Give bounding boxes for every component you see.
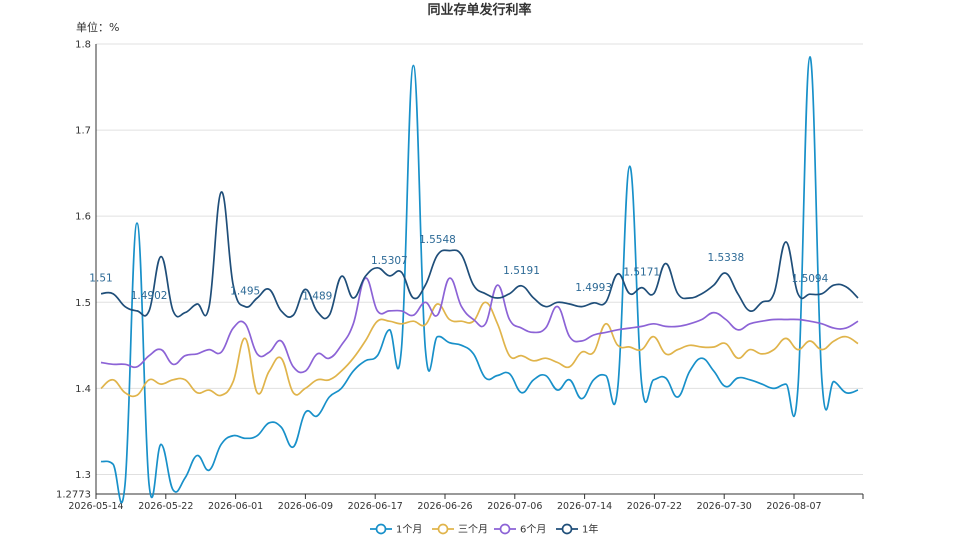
y-axis-ticks: 1.8 1.7 1.6 1.5 1.4 1.3 1.2773	[56, 40, 91, 501]
legend-label: 6个月	[520, 524, 546, 536]
legend-label: 三个月	[458, 524, 488, 536]
y-tick-label: 1.3	[75, 470, 91, 481]
x-tick-label: 2026-06-09	[278, 501, 333, 512]
legend-item-2[interactable]: 6个月	[494, 524, 546, 536]
x-tick-label: 2026-06-17	[348, 501, 403, 512]
data-label: 1.5548	[419, 234, 456, 246]
legend-marker-icon	[437, 523, 449, 535]
data-label: 1.5338	[707, 252, 744, 264]
data-label: 1.4993	[575, 282, 612, 294]
x-tick-label: 2026-06-01	[208, 501, 263, 512]
x-tick-label: 2026-07-14	[557, 501, 612, 512]
series-lines	[100, 56, 859, 504]
data-labels: 1.51 1.4902 1.495 1.489 1.5307 1.5548 1.5191 1.…	[89, 234, 828, 303]
legend-marker-icon	[499, 523, 511, 535]
y-tick-label: 1.5	[75, 298, 91, 309]
series-line-3[interactable]	[100, 191, 859, 320]
legend-item-0[interactable]: 1个月	[370, 524, 422, 536]
data-label: 1.5171	[623, 267, 660, 279]
data-label: 1.495	[230, 286, 260, 298]
legend[interactable]: 1个月 三个月 6个月 1年	[370, 523, 598, 536]
data-label: 1.51	[89, 273, 112, 285]
x-tick-label: 2026-07-06	[487, 501, 542, 512]
series-line-1[interactable]	[100, 301, 859, 398]
series-line-0[interactable]	[100, 56, 859, 504]
y-tick-label: 1.8	[75, 40, 91, 51]
data-label: 1.4902	[131, 290, 168, 302]
axes	[95, 44, 863, 495]
x-tick-label: 2026-08-07	[766, 501, 821, 512]
data-label: 1.5307	[371, 255, 408, 267]
grid-lines	[96, 43, 863, 495]
legend-marker-icon	[561, 523, 573, 535]
legend-marker-icon	[375, 523, 387, 535]
y-tick-label: 1.6	[75, 212, 91, 223]
y-tick-label: 1.2773	[56, 490, 91, 501]
legend-item-1[interactable]: 三个月	[432, 524, 488, 536]
y-tick-label: 1.4	[75, 384, 91, 395]
data-label: 1.5094	[792, 273, 829, 285]
series-line-2[interactable]	[100, 277, 859, 374]
x-tick-label: 2026-05-22	[138, 501, 193, 512]
data-label: 1.489	[302, 291, 332, 303]
y-tick-label: 1.7	[75, 126, 91, 137]
legend-item-3[interactable]: 1年	[556, 523, 598, 536]
legend-label: 1个月	[396, 524, 422, 536]
x-tick-label: 2026-07-22	[627, 501, 682, 512]
x-axis-ticks: 2026-05-14 2026-05-22 2026-06-01 2026-06-09…	[68, 494, 864, 512]
unit-label: 单位：%	[76, 20, 119, 34]
chart-title: 同业存单发行利率	[427, 2, 531, 18]
legend-label: 1年	[582, 523, 598, 536]
data-label: 1.5191	[503, 265, 540, 277]
x-tick-label: 2026-07-30	[697, 501, 752, 512]
x-tick-label: 2026-05-14	[68, 501, 123, 512]
x-tick-label: 2026-06-26	[417, 501, 472, 512]
